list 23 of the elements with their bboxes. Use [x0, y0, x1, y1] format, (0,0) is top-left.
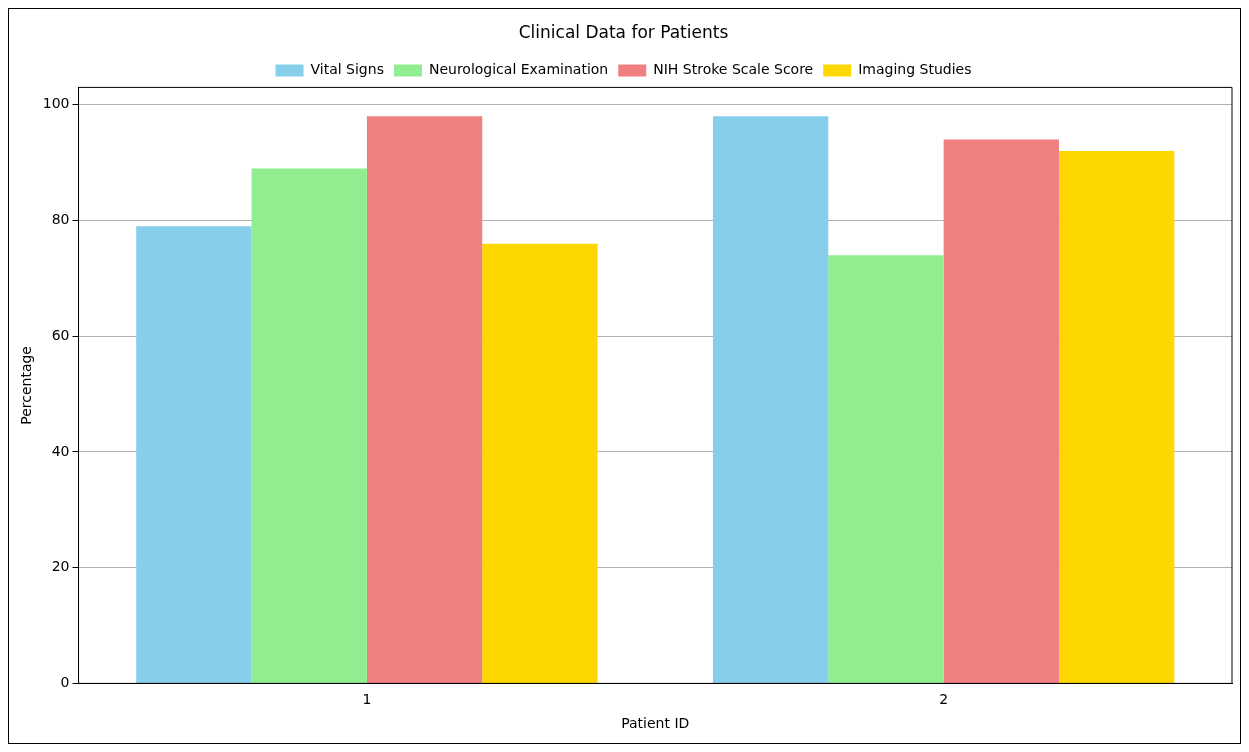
y-tick-label: 0: [60, 674, 70, 691]
y-tick-label: 20: [51, 558, 70, 575]
bar: [482, 243, 598, 683]
y-tick-label: 100: [42, 95, 70, 112]
y-tick-label: 60: [51, 326, 70, 343]
y-tick-label: 80: [51, 211, 70, 228]
legend-label: Imaging Studies: [858, 61, 972, 78]
legend-label: Neurological Examination: [428, 61, 609, 78]
bar: [1058, 151, 1175, 683]
legend-label: Vital Signs: [310, 61, 384, 78]
bar: [251, 168, 367, 683]
x-axis-title: Patient ID: [621, 715, 690, 732]
y-tick-label: 40: [51, 442, 70, 459]
chart-title: Clinical Data for Patients: [518, 21, 729, 42]
bar: [943, 139, 1059, 683]
bar: [828, 255, 944, 683]
bar: [712, 116, 829, 683]
y-axis-title: Percentage: [18, 346, 35, 425]
x-tick-label: 2: [939, 691, 949, 708]
bar: [366, 116, 483, 683]
bar: [136, 226, 252, 683]
x-tick-label: 1: [362, 691, 372, 708]
legend-label: NIH Stroke Scale Score: [653, 61, 814, 78]
